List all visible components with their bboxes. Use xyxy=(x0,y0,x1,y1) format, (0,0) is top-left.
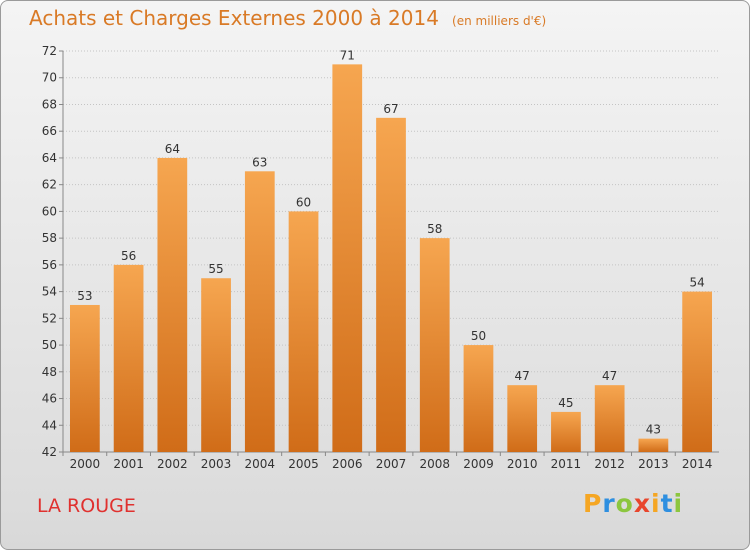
brand-letter: x xyxy=(633,489,651,518)
brand-letter: i xyxy=(651,489,661,518)
bar-value-label: 47 xyxy=(515,369,530,383)
x-tick-label: 2004 xyxy=(245,457,276,471)
x-tick-label: 2010 xyxy=(507,457,538,471)
x-tick-label: 2005 xyxy=(288,457,319,471)
brand-letter: P xyxy=(583,489,603,518)
bar-value-label: 63 xyxy=(252,155,267,169)
y-tick-label: 54 xyxy=(42,285,57,299)
bar xyxy=(594,385,625,452)
bar xyxy=(419,238,450,452)
brand-letter: t xyxy=(660,489,674,518)
brand-letter: r xyxy=(602,489,616,518)
x-tick-label: 2014 xyxy=(682,457,713,471)
bar-value-label: 55 xyxy=(208,262,223,276)
brand-letter: i xyxy=(673,489,684,518)
bar xyxy=(244,171,275,453)
x-tick-label: 2000 xyxy=(70,457,101,471)
x-tick-label: 2007 xyxy=(376,457,407,471)
bar xyxy=(682,291,713,452)
bar-value-label: 56 xyxy=(121,249,136,263)
bar-value-label: 45 xyxy=(558,396,573,410)
value-labels: 53 56 64 55 63 60 71 67 58 50 47 45 47 43 54 xyxy=(77,48,705,436)
bar-value-label: 71 xyxy=(340,48,355,62)
y-tick-label: 48 xyxy=(42,365,57,379)
x-tick-label: 2009 xyxy=(463,457,494,471)
bars xyxy=(69,64,713,453)
proxiti-logo: Proxiti xyxy=(583,489,683,518)
bar-value-label: 54 xyxy=(689,276,704,290)
chart-title: Achats et Charges Externes 2000 à 2014 (… xyxy=(29,6,546,30)
x-tick-label: 2002 xyxy=(157,457,188,471)
bar xyxy=(113,264,144,452)
bar xyxy=(288,211,319,452)
bar-value-label: 43 xyxy=(646,423,661,437)
x-tick-label: 2011 xyxy=(551,457,582,471)
bar xyxy=(157,157,188,452)
bar xyxy=(69,304,100,452)
y-tick-label: 70 xyxy=(42,71,57,85)
y-tick-label: 52 xyxy=(42,311,57,325)
y-tick-label: 50 xyxy=(42,338,57,352)
bar xyxy=(507,385,538,452)
x-tick-label: 2006 xyxy=(332,457,363,471)
bar-value-label: 64 xyxy=(165,142,180,156)
x-tick-label: 2001 xyxy=(113,457,144,471)
bar xyxy=(638,438,669,452)
bar-value-label: 60 xyxy=(296,195,311,209)
bar xyxy=(551,411,581,452)
bar-value-label: 53 xyxy=(77,289,92,303)
bar-value-label: 47 xyxy=(602,369,617,383)
chart-title-main: Achats et Charges Externes 2000 à 2014 xyxy=(29,6,439,30)
x-tick-labels: 2000 2001 2002 2003 2004 2005 2006 2007 2008 2009… xyxy=(70,457,713,471)
y-tick-label: 58 xyxy=(42,231,57,245)
x-tick-label: 2013 xyxy=(638,457,669,471)
y-tick-label: 44 xyxy=(42,418,57,432)
x-tick-label: 2012 xyxy=(594,457,625,471)
y-tick-label: 64 xyxy=(42,151,57,165)
x-tick-label: 2008 xyxy=(419,457,450,471)
bar xyxy=(376,117,406,452)
y-tick-label: 56 xyxy=(42,258,57,272)
y-tick-label: 46 xyxy=(42,392,57,406)
y-tick-labels: 42 44 46 48 50 52 54 56 58 60 62 64 66 68 70 72 xyxy=(42,44,57,459)
y-tick-label: 60 xyxy=(42,204,57,218)
bar xyxy=(332,64,363,452)
y-tick-label: 66 xyxy=(42,124,57,138)
commune-name: LA ROUGE xyxy=(37,495,136,517)
bar-value-label: 58 xyxy=(427,222,442,236)
brand-letter: o xyxy=(615,489,634,518)
bar xyxy=(201,278,231,452)
y-tick-label: 72 xyxy=(42,44,57,58)
bar-value-label: 67 xyxy=(383,102,398,116)
chart-title-unit: (en milliers d'€) xyxy=(452,14,547,28)
x-tick-label: 2003 xyxy=(201,457,232,471)
bar-value-label: 50 xyxy=(471,329,486,343)
bar xyxy=(463,345,494,452)
y-tick-label: 62 xyxy=(42,178,57,192)
y-tick-label: 42 xyxy=(42,445,57,459)
y-tick-label: 68 xyxy=(42,97,57,111)
